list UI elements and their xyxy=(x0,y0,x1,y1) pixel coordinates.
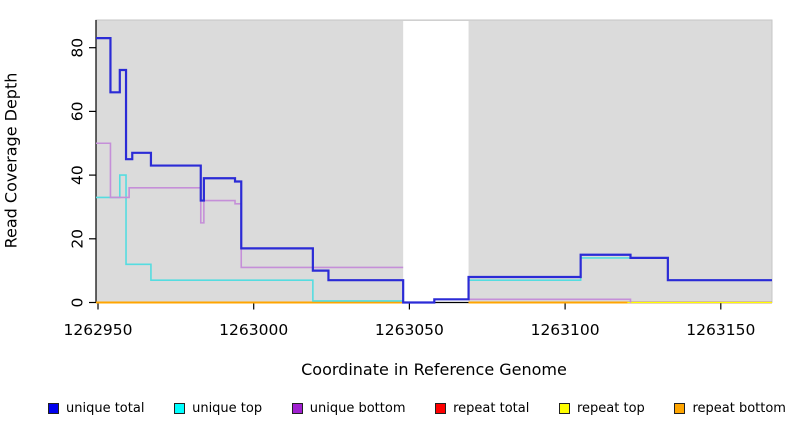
legend-item-repeat-bottom: repeat bottom xyxy=(674,401,786,416)
legend-label: unique top xyxy=(192,400,263,416)
series-unique-top xyxy=(96,174,404,302)
y-tick-label: 60 xyxy=(69,102,87,122)
coverage-plot: 1262950 1263000 1263050 1263100 1263150 0 20 40… xyxy=(63,19,773,339)
legend-label: repeat bottom xyxy=(692,400,786,416)
x-tick-label: 1262950 xyxy=(63,321,132,339)
legend: unique total unique top unique bottom repea… xyxy=(48,395,786,421)
legend-item-unique-bottom: unique bottom xyxy=(291,400,406,416)
legend-swatch-icon xyxy=(674,402,686,414)
coverage-gap-band xyxy=(403,21,469,303)
legend-label: unique bottom xyxy=(309,400,406,416)
legend-item-repeat-total: repeat total xyxy=(435,401,529,416)
y-tick-label: 20 xyxy=(69,229,87,249)
y-tick-label: 40 xyxy=(69,165,87,185)
legend-swatch-icon xyxy=(559,402,570,414)
legend-item-unique-total: unique total xyxy=(48,401,144,416)
series-unique-total xyxy=(96,37,772,304)
y-tick-label: 80 xyxy=(69,38,87,58)
x-tick-label: 1263100 xyxy=(531,321,600,339)
legend-swatch-icon xyxy=(174,402,186,414)
legend-swatch-icon xyxy=(435,402,447,414)
legend-label: repeat total xyxy=(453,400,530,416)
legend-item-repeat-top: repeat top xyxy=(559,401,645,416)
x-tick-label: 1263150 xyxy=(686,321,755,339)
y-tick-label: 0 xyxy=(69,298,87,308)
x-axis-title: Coordinate in Reference Genome xyxy=(301,360,567,379)
y-axis-title: Read Coverage Depth xyxy=(1,72,21,249)
legend-label: repeat top xyxy=(577,400,645,416)
x-tick-label: 1263000 xyxy=(219,321,288,339)
legend-label: unique total xyxy=(66,400,145,416)
legend-swatch-icon xyxy=(291,402,303,414)
x-tick-label: 1263050 xyxy=(375,321,444,339)
legend-item-unique-top: unique top xyxy=(174,401,262,416)
legend-swatch-icon xyxy=(48,402,59,414)
series-unique-bottom xyxy=(468,298,632,303)
